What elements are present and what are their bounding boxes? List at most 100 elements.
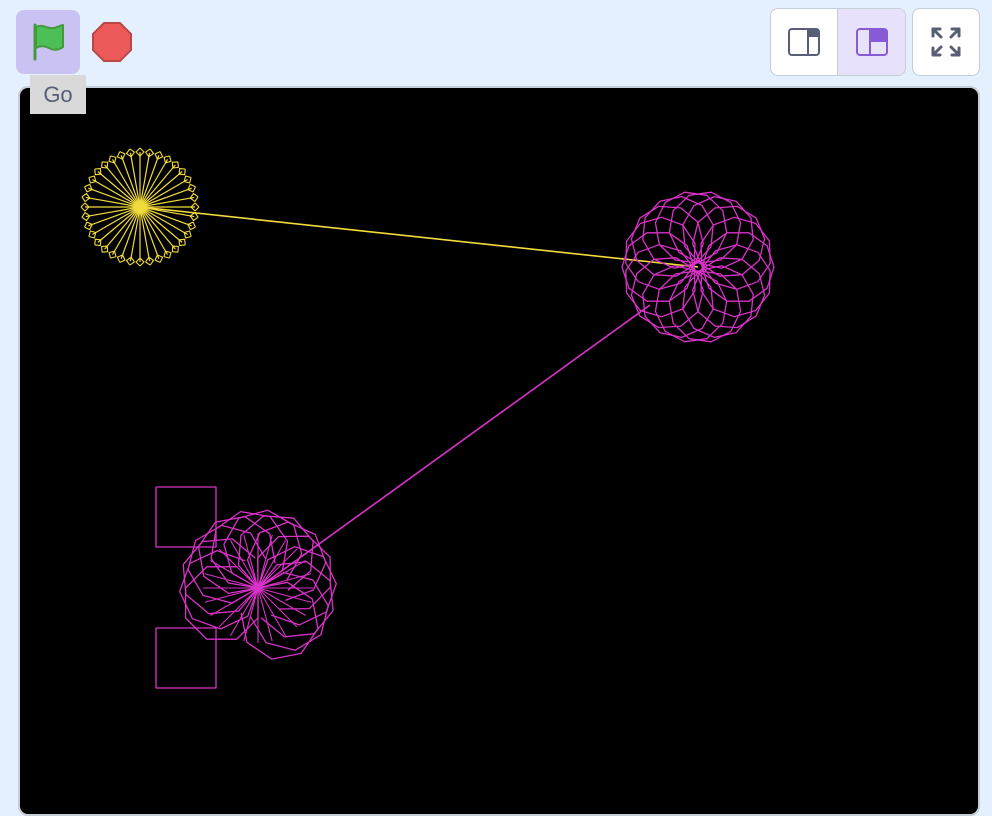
stop-sign-icon <box>92 22 132 62</box>
yellow-spoke <box>139 206 188 236</box>
magenta-decagon <box>692 205 766 277</box>
yellow-rim-square <box>171 161 179 169</box>
yellow-spoke <box>120 206 141 259</box>
stop-button[interactable] <box>88 18 136 66</box>
magenta-spoke <box>204 573 259 589</box>
yellow-rim-square <box>189 212 199 222</box>
stage-canvas[interactable] <box>18 86 980 816</box>
magenta-spiral-arm <box>240 581 319 660</box>
yellow-spoke <box>104 164 141 208</box>
magenta-spoke <box>257 548 298 589</box>
yellow-rim-square <box>88 230 97 239</box>
yellow-rim-square <box>108 250 117 259</box>
magenta-spiral-arm <box>250 571 329 651</box>
yellow-rim-square <box>178 238 186 246</box>
magenta-spoke <box>204 587 259 603</box>
magenta-spoke <box>257 587 298 628</box>
magenta-decagon <box>654 270 728 343</box>
magenta-spoke <box>257 587 273 642</box>
yellow-rim-square <box>101 161 109 169</box>
yellow-rim-square <box>145 256 155 266</box>
magenta-spoke <box>218 587 259 628</box>
yellow-rim-square <box>183 175 192 184</box>
magenta-spoke <box>243 587 259 642</box>
tooltip-go: Go <box>30 75 86 114</box>
large-stage-icon <box>855 28 888 56</box>
yellow-spoke <box>97 171 141 208</box>
magenta-connector-line <box>257 304 651 589</box>
yellow-spoke <box>104 206 141 250</box>
magenta-spoke <box>230 540 259 589</box>
magenta-decagon <box>668 191 742 264</box>
yellow-rim-square <box>135 147 145 157</box>
magenta-spoke <box>257 560 306 589</box>
yellow-spoke <box>88 206 141 227</box>
yellow-rim-square <box>108 155 117 164</box>
magenta-decagon <box>621 232 695 302</box>
yellow-spoke <box>92 178 141 208</box>
magenta-spoke <box>257 587 312 603</box>
magenta-decagon <box>700 216 771 290</box>
magenta-spoke <box>230 587 259 636</box>
yellow-spoke <box>111 159 141 208</box>
yellow-rim-square <box>81 212 91 222</box>
yellow-rim-square <box>88 175 97 184</box>
magenta-decagon <box>642 265 714 339</box>
yellow-rim-square <box>125 148 135 158</box>
yellow-connector-line <box>139 206 699 268</box>
magenta-spoke <box>257 573 312 589</box>
yellow-spoke <box>92 206 141 236</box>
yellow-spoke <box>139 171 183 208</box>
magenta-decagon <box>625 244 696 318</box>
yellow-spoke <box>139 152 151 208</box>
yellow-rim-square <box>135 257 145 267</box>
large-stage-button[interactable] <box>838 9 905 75</box>
yellow-spoke <box>139 206 169 255</box>
yellow-spoke <box>129 206 141 262</box>
yellow-spoke <box>139 206 151 262</box>
yellow-spoke <box>85 196 141 208</box>
yellow-rim-square <box>183 230 192 239</box>
small-stage-button[interactable] <box>771 9 838 75</box>
yellow-rim-square <box>84 183 93 193</box>
yellow-rim-square <box>190 202 200 212</box>
yellow-spoke <box>139 155 160 208</box>
green-flag-button[interactable] <box>16 10 80 74</box>
yellow-rim-square <box>101 245 109 253</box>
small-stage-icon <box>788 28 820 56</box>
fullscreen-button[interactable] <box>912 8 980 76</box>
magenta-decagon <box>630 205 704 277</box>
green-flag-icon <box>33 23 64 61</box>
magenta-decagon <box>642 195 714 269</box>
yellow-rim-square <box>189 192 199 202</box>
yellow-rim-square <box>94 168 102 176</box>
magenta-square <box>155 486 217 548</box>
yellow-spoke <box>139 206 176 250</box>
stage-size-toggle <box>770 8 906 76</box>
magenta-spoke <box>257 540 286 589</box>
yellow-rim-square <box>116 151 126 160</box>
yellow-rim-square <box>145 148 155 158</box>
magenta-decagon <box>630 257 704 329</box>
yellow-rim-square <box>163 250 172 259</box>
yellow-rim-square <box>125 256 135 266</box>
yellow-spoke <box>139 206 183 243</box>
yellow-rim-square <box>116 254 126 263</box>
pen-drawing <box>80 147 775 689</box>
magenta-spiral-arm <box>257 546 337 626</box>
yellow-spoke <box>139 159 169 208</box>
yellow-spoke <box>139 187 192 208</box>
yellow-spoke <box>139 196 195 208</box>
yellow-rim-square <box>187 221 196 231</box>
magenta-decagon <box>682 265 754 339</box>
magenta-decagon <box>625 216 696 290</box>
yellow-spoke <box>111 206 141 255</box>
magenta-decagon <box>700 244 771 318</box>
yellow-spoke <box>129 152 141 208</box>
yellow-rim-square <box>84 221 93 231</box>
magenta-spoke <box>257 587 286 636</box>
yellow-rim-square <box>171 245 179 253</box>
yellow-spoke <box>139 206 195 218</box>
magenta-spoke <box>243 534 259 589</box>
yellow-spoke <box>88 187 141 208</box>
